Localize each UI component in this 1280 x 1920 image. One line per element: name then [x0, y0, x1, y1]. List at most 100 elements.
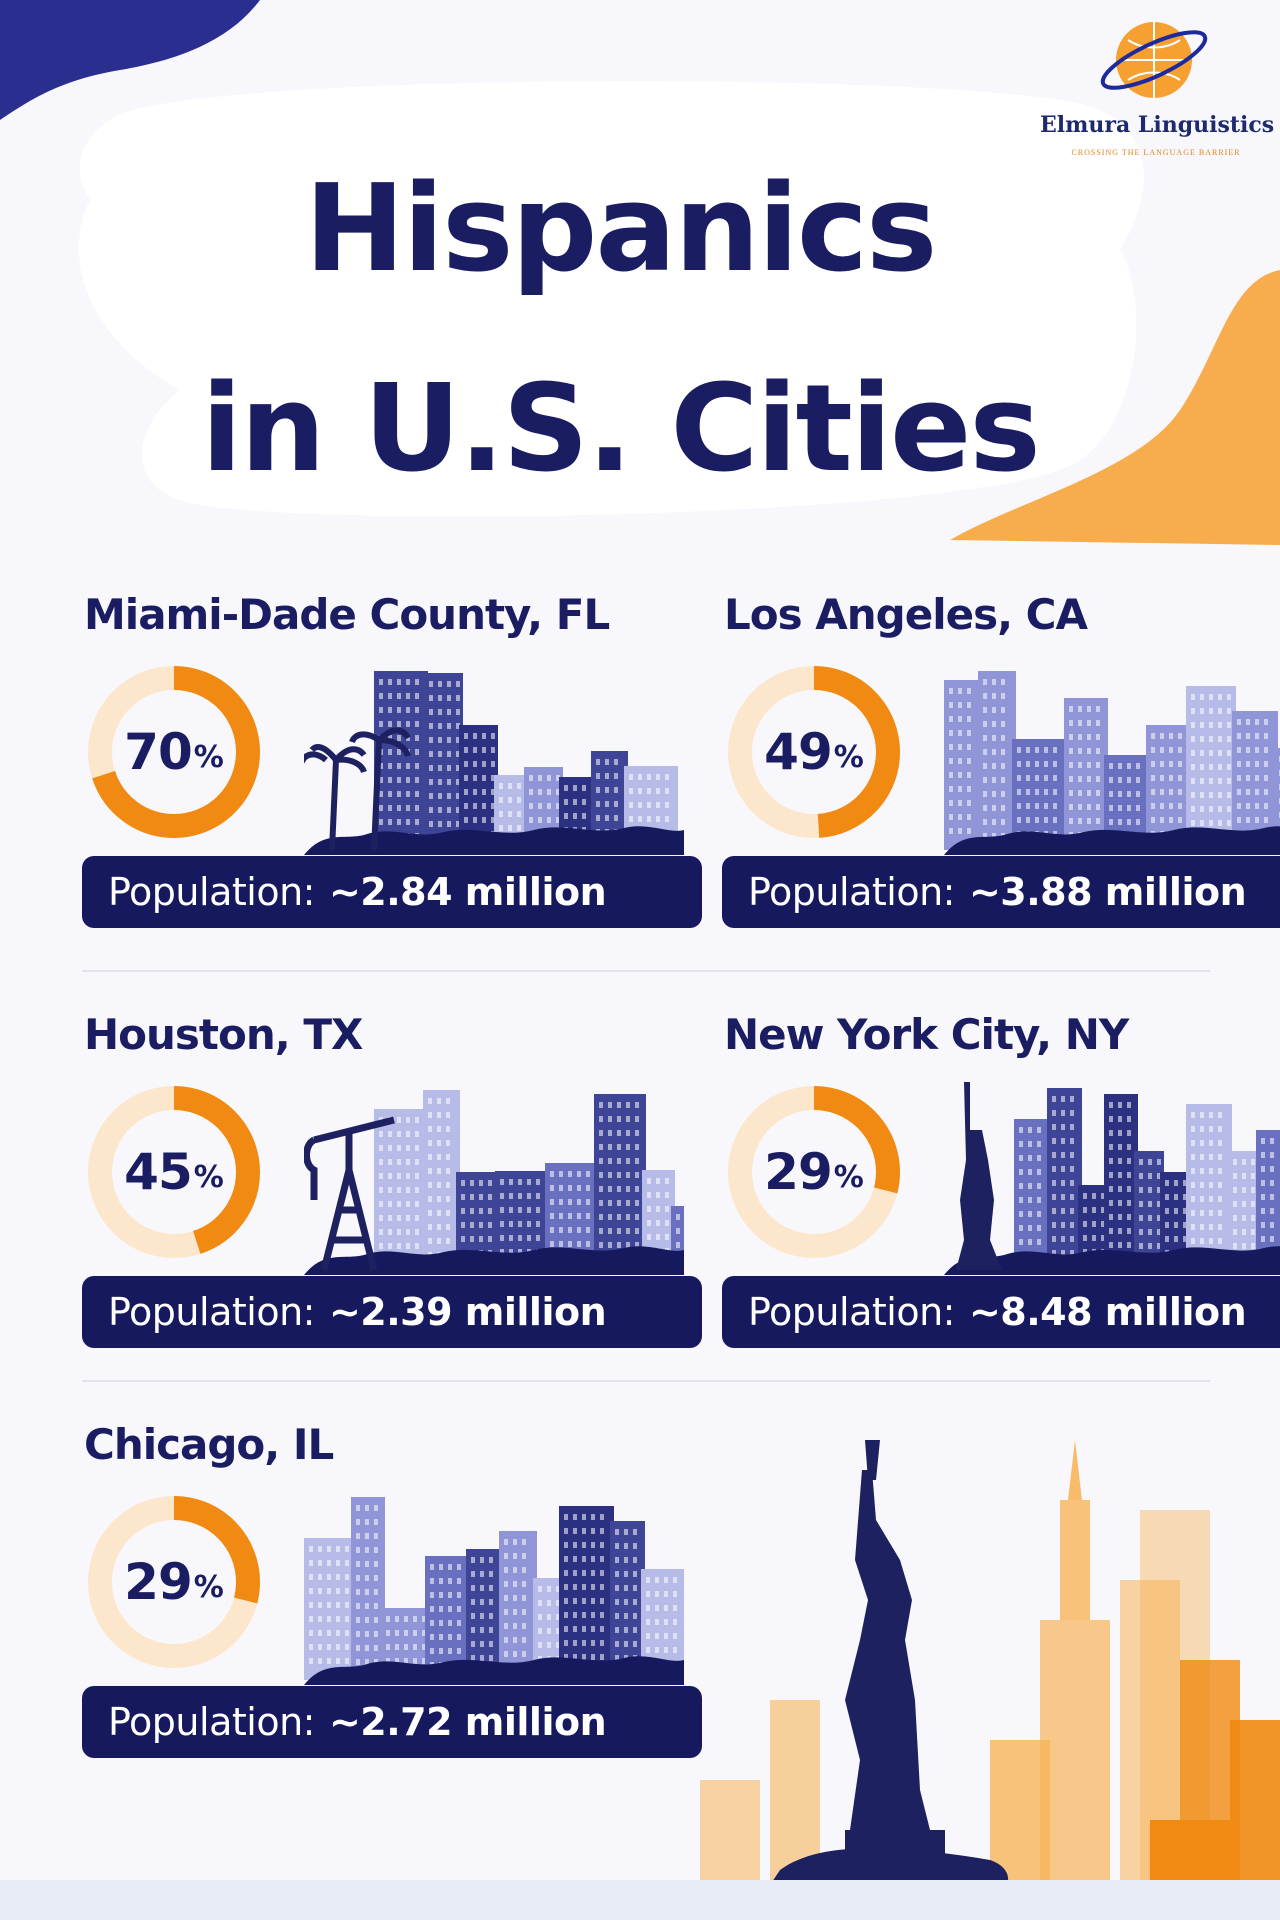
building-window — [1087, 734, 1091, 740]
building-window — [633, 1543, 637, 1549]
building-window — [556, 1642, 560, 1648]
building-window — [1052, 1208, 1056, 1214]
building-window — [1209, 708, 1213, 714]
building-window — [439, 1620, 443, 1626]
building-window — [1070, 1194, 1074, 1200]
building-window — [422, 1630, 426, 1636]
building-window — [499, 811, 503, 817]
building-window — [428, 1140, 432, 1146]
building-window — [437, 1126, 441, 1132]
city-skyline — [944, 671, 1280, 855]
building-window — [550, 1185, 554, 1191]
building-window — [345, 1616, 349, 1622]
globe-icon — [1100, 22, 1208, 98]
building-window — [327, 1616, 331, 1622]
building-window — [1209, 1154, 1213, 1160]
building-window — [673, 1619, 677, 1625]
building-window — [1052, 1194, 1056, 1200]
building-window — [1191, 1196, 1195, 1202]
building-window — [538, 1586, 542, 1592]
building-window — [1160, 761, 1164, 767]
building-window — [1017, 747, 1021, 753]
building-window — [596, 815, 600, 821]
building-window — [430, 1620, 434, 1626]
building-window — [1191, 764, 1195, 770]
building-window — [404, 1630, 408, 1636]
building-window — [646, 1619, 650, 1625]
percentage-donut — [88, 1496, 260, 1668]
building-window — [600, 1556, 604, 1562]
building-window — [461, 1194, 465, 1200]
building-window — [608, 1130, 612, 1136]
percentage-donut — [88, 1086, 260, 1258]
building-window — [513, 1623, 517, 1629]
building-window — [415, 1159, 419, 1165]
building-window — [1017, 817, 1021, 823]
building-window — [374, 1659, 378, 1665]
building-window — [1183, 1236, 1187, 1242]
building-window — [1026, 747, 1030, 753]
building-window — [591, 1612, 595, 1618]
building-window — [473, 803, 477, 809]
building-window — [470, 1208, 474, 1214]
building-window — [1044, 747, 1048, 753]
building-window — [1101, 1193, 1105, 1199]
building-window — [437, 1168, 441, 1174]
building-window — [1191, 1126, 1195, 1132]
building-window — [461, 1222, 465, 1228]
building-window — [345, 1644, 349, 1650]
building-window — [615, 1543, 619, 1549]
percentage-donut — [88, 666, 260, 838]
building-window — [1237, 789, 1241, 795]
building-window — [1052, 1236, 1056, 1242]
building-window — [624, 1599, 628, 1605]
building-window — [395, 1658, 399, 1664]
building-window — [1001, 777, 1005, 783]
building-window — [356, 1631, 360, 1637]
building-window — [624, 1529, 628, 1535]
building-window — [522, 1651, 526, 1657]
building-window — [1183, 1208, 1187, 1214]
building-window — [406, 805, 410, 811]
building-window — [1151, 747, 1155, 753]
building-window — [1209, 736, 1213, 742]
building-window — [336, 1588, 340, 1594]
building-window — [665, 802, 669, 808]
building-window — [1218, 1154, 1222, 1160]
percentage-label: 70% — [84, 662, 264, 842]
building-window — [1227, 792, 1231, 798]
building-window — [564, 1612, 568, 1618]
building-window — [429, 695, 433, 701]
building-window — [1069, 776, 1073, 782]
building-window — [1053, 803, 1057, 809]
building-window — [635, 1228, 639, 1234]
building-window — [1078, 790, 1082, 796]
building-window — [1061, 1208, 1065, 1214]
right-orange-blob — [950, 270, 1280, 545]
building-window — [522, 1609, 526, 1615]
building-window — [1001, 805, 1005, 811]
building-window — [1026, 817, 1030, 823]
building-window — [1118, 1158, 1122, 1164]
building-window — [446, 1098, 450, 1104]
building-window — [550, 1213, 554, 1219]
building-window — [1037, 1155, 1041, 1161]
building-window — [437, 1210, 441, 1216]
building-window — [617, 1172, 621, 1178]
building-window — [573, 1584, 577, 1590]
building-window — [388, 1145, 392, 1151]
building-window — [617, 1228, 621, 1234]
percentage-label: 49% — [724, 662, 904, 842]
building-window — [318, 1602, 322, 1608]
percentage-label: 45% — [84, 1082, 264, 1262]
building-window — [356, 1659, 360, 1665]
building-window — [1218, 1210, 1222, 1216]
building-window — [1053, 817, 1057, 823]
building-window — [336, 1574, 340, 1580]
building-window — [1118, 819, 1122, 825]
building-window — [1078, 818, 1082, 824]
building-window — [1157, 1187, 1161, 1193]
percentage-symbol: % — [193, 1159, 224, 1195]
building-window — [437, 1238, 441, 1244]
building-window — [1078, 804, 1082, 810]
